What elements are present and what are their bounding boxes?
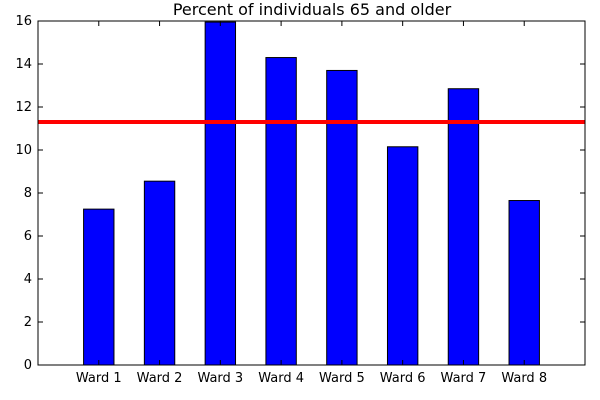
y-tick-label: 14 [15,57,32,72]
y-tick-label: 4 [24,272,32,287]
x-tick-label: Ward 5 [319,371,365,386]
x-tick-label: Ward 1 [76,371,122,386]
y-tick-label: 12 [15,100,32,115]
y-axis: 0 2 4 6 8 10 12 14 16 [15,14,585,373]
plot-frame [37,20,586,366]
bar-ward-5 [326,69,358,366]
x-tick-label: Ward 2 [137,371,183,386]
y-tick-label: 0 [24,358,32,373]
bar-ward-7 [447,88,480,366]
x-tick-label: Ward 7 [441,371,487,386]
bar-ward-1 [83,208,115,366]
x-tick-label: Ward 4 [258,371,304,386]
bar-ward-2 [143,180,176,366]
x-tick-label: Ward 6 [380,371,426,386]
x-tick-label: Ward 3 [197,371,243,386]
bar-ward-3 [204,21,237,366]
y-tick-label: 16 [15,14,32,29]
x-axis: Ward 1 Ward 2 Ward 3 Ward 4 Ward 5 Ward 6 Ward… [76,21,547,386]
bars-group [83,21,540,366]
y-tick-label: 8 [24,186,32,201]
y-tick-label: 10 [15,143,32,158]
y-tick-label: 6 [24,229,32,244]
chart-title: Percent of individuals 65 and older [173,0,452,19]
bar-ward-4 [265,57,297,366]
bar-ward-6 [386,146,419,366]
bar-ward-8 [508,200,540,366]
y-tick-label: 2 [24,315,32,330]
x-tick-label: Ward 8 [501,371,547,386]
